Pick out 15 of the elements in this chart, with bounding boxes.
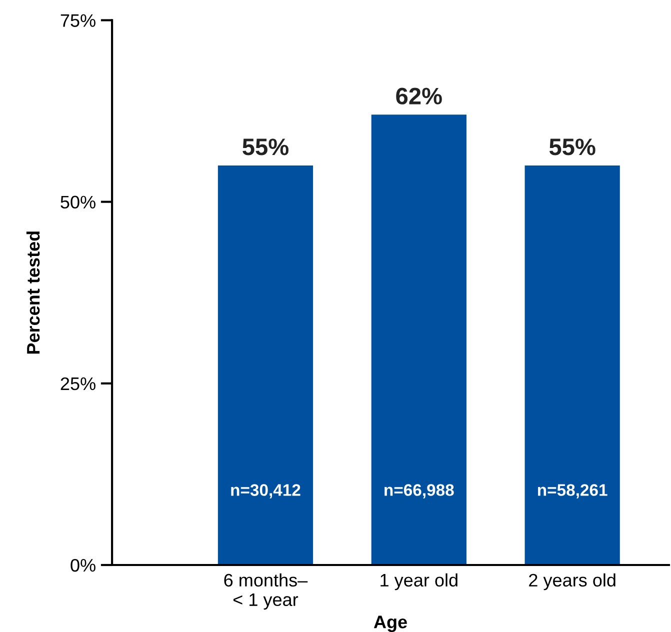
- x-tick-label: 2 years old: [529, 573, 616, 590]
- y-tick-label: 25%: [60, 377, 96, 390]
- annotation: n=66,988: [384, 484, 454, 498]
- x-axis-title: Age: [374, 616, 407, 632]
- y-tick-label: 0%: [70, 558, 96, 572]
- x-tick-label: 1 year old: [380, 573, 458, 590]
- data-label: 55%: [242, 138, 288, 156]
- y-tick-label: 75%: [60, 14, 96, 27]
- data-label: 62%: [396, 88, 442, 104]
- annotation: n=30,412: [231, 484, 300, 498]
- annotation: n=58,261: [538, 484, 608, 498]
- y-axis-title: Percent tested: [26, 232, 40, 354]
- y-tick-label: 50%: [60, 196, 96, 209]
- data-label: 55%: [549, 138, 596, 156]
- x-tick-label: 6 months– < 1 year: [224, 573, 308, 610]
